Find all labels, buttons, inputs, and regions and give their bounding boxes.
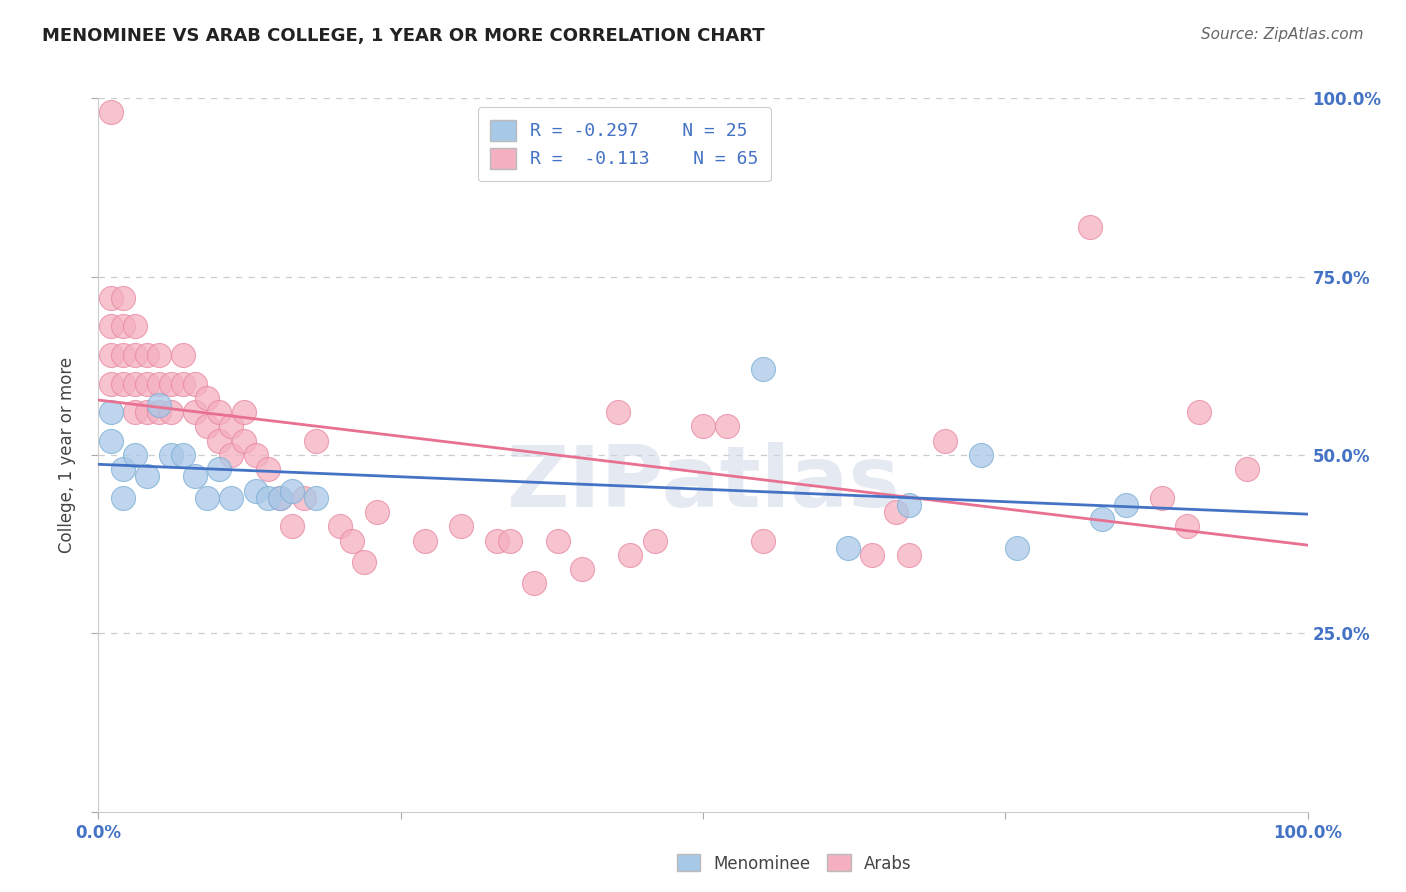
Point <box>160 405 183 419</box>
Point <box>135 469 157 483</box>
Point <box>498 533 520 548</box>
Point <box>897 498 920 512</box>
Point <box>752 362 775 376</box>
Point <box>837 541 859 555</box>
Point <box>124 319 146 334</box>
Point <box>619 548 641 562</box>
Point <box>256 491 278 505</box>
Point <box>1091 512 1114 526</box>
Point <box>135 405 157 419</box>
Point <box>111 376 134 391</box>
Point <box>160 376 183 391</box>
Y-axis label: College, 1 year or more: College, 1 year or more <box>58 357 76 553</box>
Point <box>292 491 315 505</box>
Point <box>281 519 304 533</box>
Point <box>269 491 291 505</box>
Point <box>366 505 388 519</box>
Point <box>184 376 207 391</box>
Point <box>100 291 122 305</box>
Point <box>1115 498 1137 512</box>
Point <box>1007 541 1029 555</box>
Point <box>124 448 146 462</box>
Text: MENOMINEE VS ARAB COLLEGE, 1 YEAR OR MORE CORRELATION CHART: MENOMINEE VS ARAB COLLEGE, 1 YEAR OR MOR… <box>42 27 765 45</box>
Point <box>886 505 908 519</box>
Point <box>1078 219 1101 234</box>
Point <box>124 376 146 391</box>
Point <box>571 562 593 576</box>
Point <box>353 555 375 569</box>
Point <box>148 376 170 391</box>
Point <box>486 533 509 548</box>
Point <box>256 462 278 476</box>
Point <box>111 291 134 305</box>
Point <box>184 405 207 419</box>
Point <box>100 105 122 120</box>
Point <box>111 348 134 362</box>
Point <box>195 491 218 505</box>
Point <box>111 319 134 334</box>
Point <box>245 448 267 462</box>
Point <box>752 533 775 548</box>
Point <box>148 348 170 362</box>
Point <box>305 491 328 505</box>
Text: ZIPatlas: ZIPatlas <box>506 442 900 525</box>
Point <box>450 519 472 533</box>
Point <box>1236 462 1258 476</box>
Point <box>208 462 231 476</box>
Point <box>281 483 304 498</box>
Point <box>245 483 267 498</box>
Legend: R = -0.297    N = 25, R =  -0.113    N = 65: R = -0.297 N = 25, R = -0.113 N = 65 <box>478 107 770 181</box>
Point <box>329 519 352 533</box>
Point <box>897 548 920 562</box>
Point <box>172 348 194 362</box>
Point <box>100 319 122 334</box>
Point <box>160 448 183 462</box>
Point <box>934 434 956 448</box>
Point <box>184 469 207 483</box>
Point <box>305 434 328 448</box>
Point <box>111 491 134 505</box>
Text: Source: ZipAtlas.com: Source: ZipAtlas.com <box>1201 27 1364 42</box>
Point <box>148 405 170 419</box>
Legend: Menominee, Arabs: Menominee, Arabs <box>671 847 918 880</box>
Point <box>100 434 122 448</box>
Point <box>970 448 993 462</box>
Point <box>607 405 630 419</box>
Point <box>172 376 194 391</box>
Point <box>547 533 569 548</box>
Point <box>100 376 122 391</box>
Point <box>221 419 243 434</box>
Point <box>172 448 194 462</box>
Point <box>100 348 122 362</box>
Point <box>342 533 364 548</box>
Point <box>1188 405 1211 419</box>
Point <box>195 419 218 434</box>
Point <box>232 434 254 448</box>
Point <box>232 405 254 419</box>
Point <box>208 434 231 448</box>
Point <box>111 462 134 476</box>
Point <box>221 448 243 462</box>
Point <box>135 376 157 391</box>
Point <box>716 419 738 434</box>
Point <box>1175 519 1198 533</box>
Point <box>124 405 146 419</box>
Point <box>269 491 291 505</box>
Point <box>100 405 122 419</box>
Point <box>644 533 666 548</box>
Point <box>1152 491 1174 505</box>
Point <box>860 548 883 562</box>
Point <box>208 405 231 419</box>
Point <box>523 576 546 591</box>
Point <box>148 398 170 412</box>
Point <box>221 491 243 505</box>
Point <box>195 391 218 405</box>
Point <box>692 419 714 434</box>
Point <box>413 533 436 548</box>
Point <box>124 348 146 362</box>
Point <box>135 348 157 362</box>
